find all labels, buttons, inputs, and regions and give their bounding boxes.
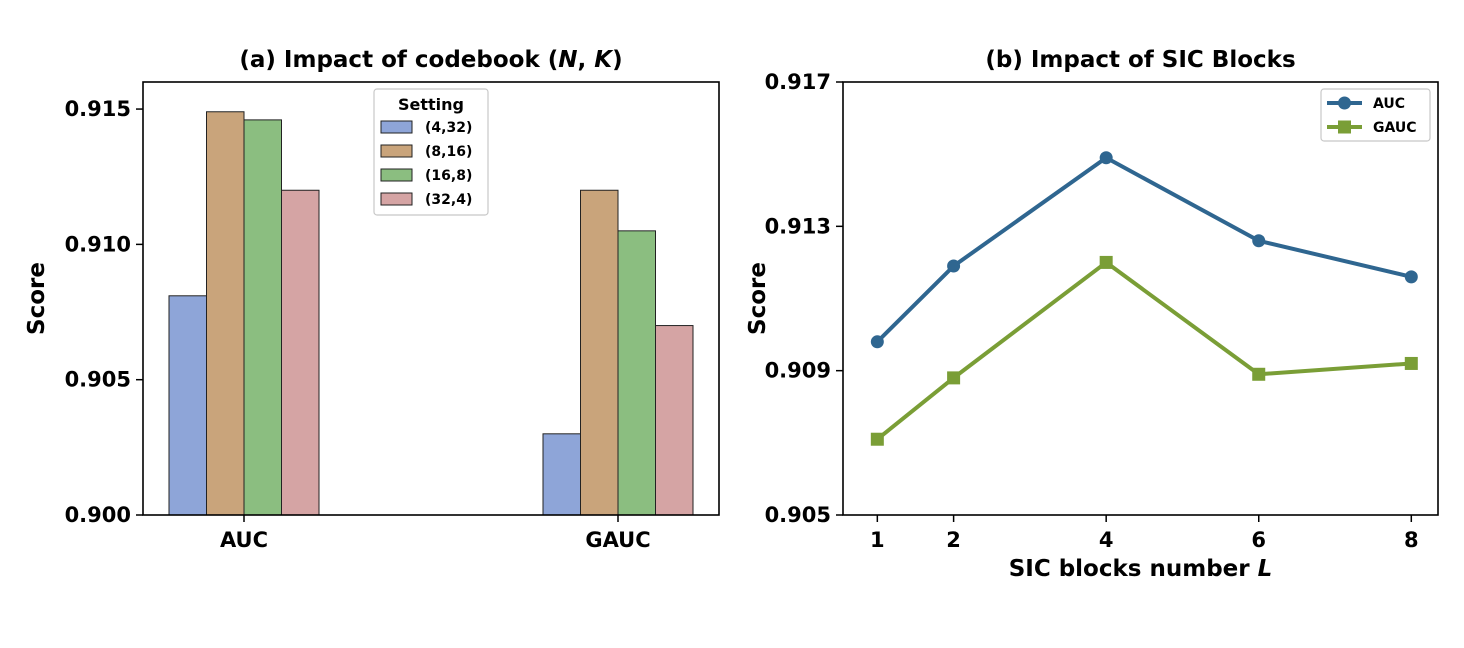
point-auc-8 xyxy=(1404,270,1418,284)
bar-16-8-gauc xyxy=(617,230,656,516)
legend: AUC GAUC xyxy=(1320,88,1431,142)
chart-sic-blocks-impact: 0.905 0.909 0.913 0.917 1 2 4 6 8 SIC blocks numb… xyxy=(745,47,1439,582)
legend-label: GAUC xyxy=(1373,120,1417,136)
y-tick-label: 0.917 xyxy=(765,70,831,94)
legend-swatch xyxy=(380,120,413,134)
y-tick-label: 0.905 xyxy=(65,368,131,392)
point-gauc-1 xyxy=(870,432,884,446)
y-tick-label: 0.915 xyxy=(65,97,131,121)
x-tick-label: GAUC xyxy=(585,528,650,552)
legend-label: (16,8) xyxy=(425,168,472,184)
legend-title: Setting xyxy=(398,95,464,114)
chart-title-text: (a) Impact of codebook ( xyxy=(239,47,558,73)
legend: Setting (4,32) (8,16) (16,8) (32,4) xyxy=(373,88,489,216)
chart-title-sep: , xyxy=(578,47,595,73)
x-axis-label: SIC blocks number L xyxy=(1009,556,1273,582)
point-gauc-4 xyxy=(1099,255,1113,269)
point-auc-6 xyxy=(1252,234,1266,248)
legend-marker xyxy=(1338,96,1351,110)
x-tick-label: 4 xyxy=(1099,528,1114,552)
x-tick-label: 2 xyxy=(946,528,961,552)
series-line-gauc xyxy=(876,260,1412,441)
legend-label: (4,32) xyxy=(425,120,472,136)
y-tick-label: 0.913 xyxy=(765,214,831,238)
bar-32-4-auc xyxy=(281,189,320,516)
y-axis-label: Score xyxy=(745,262,771,335)
x-axis-label-text: SIC blocks number xyxy=(1009,556,1258,582)
chart-title-var-n: N xyxy=(558,47,577,73)
point-auc-1 xyxy=(870,335,884,349)
bar-8-16-gauc xyxy=(580,189,619,516)
chart-title: (b) Impact of SIC Blocks xyxy=(985,47,1295,73)
bar-16-8-auc xyxy=(243,119,282,516)
x-tick-label: 6 xyxy=(1251,528,1266,552)
point-auc-2 xyxy=(947,259,961,273)
chart-title-end: ) xyxy=(612,47,623,73)
chart-codebook-impact: 0.900 0.905 0.910 0.915 AUC GAUC Score (a) Impa… xyxy=(24,47,720,552)
bar-4-32-auc xyxy=(168,295,207,516)
legend-label: AUC xyxy=(1373,96,1405,112)
point-gauc-8 xyxy=(1404,356,1418,370)
y-axis-label: Score xyxy=(24,262,50,335)
legend-label: (32,4) xyxy=(425,192,472,208)
bar-4-32-gauc xyxy=(542,433,581,516)
series-line-auc xyxy=(875,155,1412,344)
x-axis-label-var: L xyxy=(1258,556,1273,582)
y-tick-label: 0.905 xyxy=(765,503,831,527)
x-tick-label: 8 xyxy=(1404,528,1419,552)
point-gauc-2 xyxy=(947,371,961,385)
point-auc-4 xyxy=(1099,151,1113,165)
point-gauc-6 xyxy=(1252,367,1266,381)
x-tick-label: 1 xyxy=(870,528,885,552)
plot-frame xyxy=(842,81,1439,516)
y-tick-label: 0.909 xyxy=(765,359,831,383)
chart-title-var-k: K xyxy=(594,47,614,73)
legend-label: (8,16) xyxy=(425,144,472,160)
bar-32-4-gauc xyxy=(655,325,694,516)
plot-frame xyxy=(142,81,720,516)
x-tick-label: AUC xyxy=(220,528,268,552)
bar-8-16-auc xyxy=(206,111,245,516)
legend-swatch xyxy=(380,192,413,206)
legend-swatch xyxy=(380,168,413,182)
legend-marker xyxy=(1338,120,1351,134)
y-tick-label: 0.900 xyxy=(65,503,131,527)
y-tick-label: 0.910 xyxy=(65,232,131,256)
legend-swatch xyxy=(380,144,413,158)
chart-title: (a) Impact of codebook (N, K) xyxy=(239,47,622,73)
